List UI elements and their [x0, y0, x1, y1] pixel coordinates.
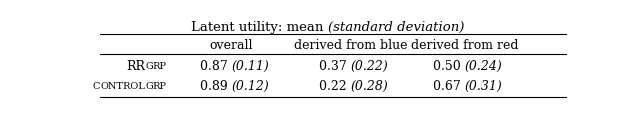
Text: 0.37: 0.37 [319, 60, 350, 73]
Text: C: C [93, 81, 100, 90]
Text: 0.50: 0.50 [433, 60, 465, 73]
Text: derived from blue: derived from blue [294, 39, 407, 52]
Text: 0.67: 0.67 [433, 79, 465, 92]
Text: G: G [145, 62, 153, 71]
Text: 0.22: 0.22 [319, 79, 350, 92]
Text: (0.12): (0.12) [231, 79, 269, 92]
Text: (0.31): (0.31) [465, 79, 502, 92]
Text: (standard deviation): (standard deviation) [328, 21, 465, 34]
Text: 0.89: 0.89 [200, 79, 231, 92]
Text: (0.24): (0.24) [465, 60, 502, 73]
Text: RP: RP [153, 81, 167, 90]
Text: overall: overall [209, 39, 253, 52]
Text: G: G [145, 81, 153, 90]
Text: (0.22): (0.22) [350, 60, 388, 73]
Text: ONTROL: ONTROL [100, 81, 145, 90]
Text: Latent utility: mean: Latent utility: mean [191, 21, 328, 34]
Text: (0.28): (0.28) [350, 79, 388, 92]
Text: RR: RR [126, 60, 145, 73]
Text: RP: RP [153, 62, 167, 71]
Text: (0.11): (0.11) [231, 60, 269, 73]
Text: derived from red: derived from red [411, 39, 518, 52]
Text: 0.87: 0.87 [200, 60, 231, 73]
